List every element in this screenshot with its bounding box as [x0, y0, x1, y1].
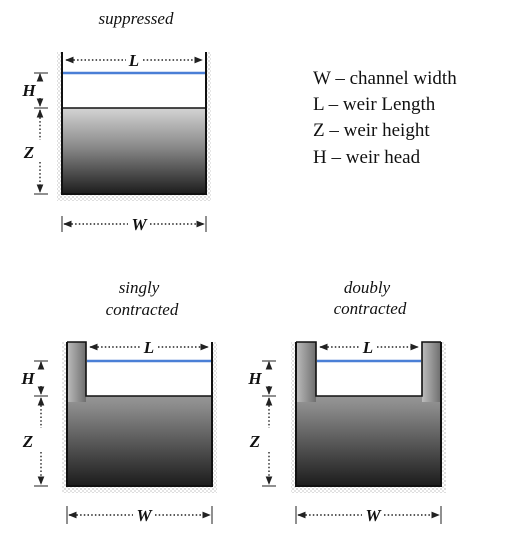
doubly-contracted-diagram: doubly contracted L H Z W	[247, 278, 446, 525]
suppressed-diagram: suppressed L H Z W	[21, 9, 211, 234]
doubly-caption-line2: contracted	[334, 299, 407, 318]
H-label: H	[21, 81, 36, 100]
contraction-wall-right	[422, 342, 441, 402]
singly-caption-line1: singly	[119, 278, 160, 297]
W-label: W	[131, 215, 148, 234]
right-bank	[440, 342, 446, 490]
weir-crest	[67, 341, 212, 397]
singly-contracted-diagram: singly contracted L H Z W	[20, 278, 217, 525]
legend-item-W: W – channel width	[313, 68, 457, 89]
Z-label: Z	[22, 432, 33, 451]
right-bank	[205, 52, 211, 198]
weir-crest	[296, 341, 441, 397]
L-label: L	[362, 338, 373, 357]
W-label: W	[136, 506, 153, 525]
Z-label: Z	[249, 432, 260, 451]
channel-bed	[291, 485, 446, 493]
left-bank	[291, 342, 297, 490]
weir-body	[62, 108, 206, 194]
legend: W – channel width L – weir Length Z – we…	[313, 68, 457, 168]
weir-body	[296, 342, 441, 486]
suppressed-caption: suppressed	[99, 9, 174, 28]
legend-item-L: L – weir Length	[313, 94, 436, 115]
legend-item-Z: Z – weir height	[313, 120, 430, 141]
left-bank	[57, 52, 63, 198]
channel-walls	[61, 52, 207, 195]
singly-caption-line2: contracted	[106, 300, 179, 319]
legend-item-H: H – weir head	[313, 147, 421, 168]
channel-walls	[295, 342, 442, 487]
contraction-wall-left	[67, 342, 86, 402]
H-label: H	[247, 369, 262, 388]
channel-bed	[62, 485, 217, 493]
doubly-caption-line1: doubly	[344, 278, 391, 297]
H-label: H	[20, 369, 35, 388]
left-bank	[62, 342, 68, 490]
weir-body	[67, 342, 212, 486]
contraction-wall-left	[296, 342, 316, 402]
Z-label: Z	[23, 143, 34, 162]
channel-bed	[57, 193, 211, 201]
right-bank	[211, 342, 217, 490]
L-label: L	[143, 338, 154, 357]
channel-walls	[66, 342, 213, 487]
L-label: L	[128, 51, 139, 70]
W-label: W	[365, 506, 382, 525]
